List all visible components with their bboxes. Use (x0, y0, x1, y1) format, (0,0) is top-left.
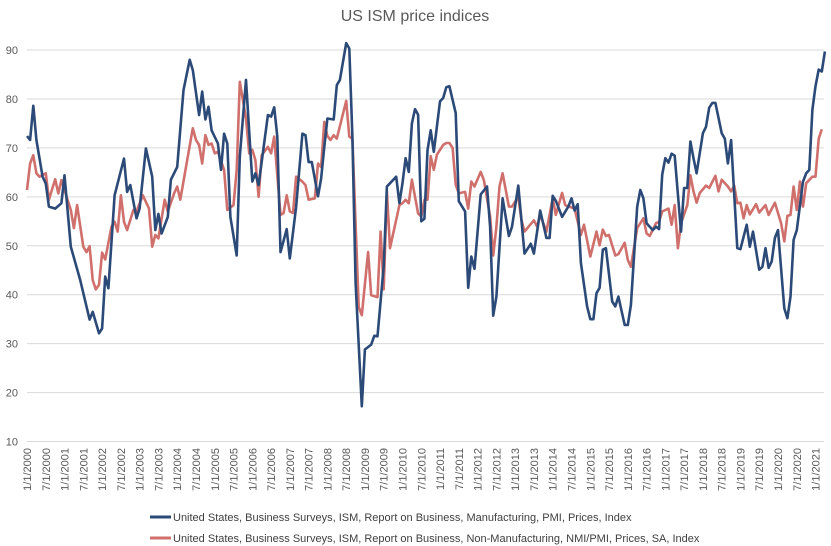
x-tick-label: 7/1/2020 (792, 448, 804, 491)
x-tick-label: 7/1/2001 (78, 448, 90, 491)
y-tick-label: 20 (6, 388, 18, 400)
y-tick-label: 80 (6, 94, 18, 106)
x-tick-label: 1/1/2008 (322, 448, 334, 491)
series-lines (25, 41, 827, 408)
y-axis: 10 20 30 40 50 60 70 80 90 (6, 45, 18, 449)
x-tick-label: 7/1/2019 (754, 448, 766, 491)
x-tick-label: 7/1/2003 (153, 448, 165, 491)
x-tick-label: 7/1/2006 (266, 448, 278, 491)
y-tick-label: 10 (6, 437, 18, 449)
x-tick-label: 1/1/2016 (623, 448, 635, 491)
x-tick-label: 1/1/2013 (510, 448, 522, 491)
y-tick-label: 40 (6, 290, 18, 302)
x-tick-label: 1/1/2002 (97, 448, 109, 491)
x-tick-label: 1/1/2007 (285, 448, 297, 491)
x-tick-label: 7/1/2005 (229, 448, 241, 491)
gridlines (27, 49, 824, 442)
x-tick-label: 1/1/2001 (60, 448, 72, 491)
x-tick-label: 1/1/2017 (660, 448, 672, 491)
x-tick-label: 1/1/2009 (360, 448, 372, 491)
x-tick-label: 7/1/2017 (679, 448, 691, 491)
x-tick-label: 7/1/2004 (191, 448, 203, 491)
x-tick-label: 1/1/2011 (435, 448, 447, 490)
x-tick-label: 1/1/2012 (473, 448, 485, 491)
x-axis: 1/1/2000 7/1/2000 1/1/2001 7/1/2001 1/1/2002… (22, 448, 823, 491)
x-tick-label: 7/1/2015 (604, 448, 616, 491)
non-manufacturing-prices-line (25, 80, 824, 317)
x-tick-label: 1/1/2000 (22, 448, 34, 491)
x-tick-label: 1/1/2018 (698, 448, 710, 491)
x-tick-label: 1/1/2003 (135, 448, 147, 491)
x-tick-label: 1/1/2010 (398, 448, 410, 491)
x-tick-label: 7/1/2008 (341, 448, 353, 491)
x-tick-label: 1/1/2014 (548, 448, 560, 491)
x-tick-label: 7/1/2016 (642, 448, 654, 491)
manufacturing-prices-line (25, 41, 827, 408)
x-tick-label: 1/1/2006 (247, 448, 259, 491)
legend-label-manufacturing: United States, Business Surveys, ISM, Re… (173, 512, 632, 524)
x-tick-label: 7/1/2012 (491, 448, 503, 491)
x-tick-label: 7/1/2007 (304, 448, 316, 491)
y-tick-label: 60 (6, 192, 18, 204)
x-tick-label: 1/1/2015 (585, 448, 597, 491)
x-tick-label: 7/1/2014 (566, 448, 578, 491)
x-tick-label: 1/1/2020 (773, 448, 785, 491)
chart-title: US ISM price indices (341, 8, 490, 25)
x-tick-label: 7/1/2000 (41, 448, 53, 491)
y-tick-label: 90 (6, 45, 18, 57)
x-tick-label: 1/1/2005 (210, 448, 222, 491)
x-tick-label: 7/1/2009 (379, 448, 391, 491)
x-tick-label: 7/1/2002 (116, 448, 128, 491)
x-tick-label: 7/1/2010 (416, 448, 428, 491)
y-tick-label: 50 (6, 241, 18, 253)
y-tick-label: 70 (6, 143, 18, 155)
x-tick-label: 1/1/2019 (735, 448, 747, 491)
x-tick-label: 7/1/2013 (529, 448, 541, 491)
x-tick-label: 7/1/2011 (454, 448, 466, 490)
legend: United States, Business Surveys, ISM, Re… (150, 512, 700, 545)
y-tick-label: 30 (6, 339, 18, 351)
x-tick-label: 1/1/2004 (172, 448, 184, 491)
legend-label-non-manufacturing: United States, Business Surveys, ISM, Re… (173, 533, 700, 545)
x-tick-label: 1/1/2021 (811, 448, 823, 491)
x-tick-label: 7/1/2018 (717, 448, 729, 491)
